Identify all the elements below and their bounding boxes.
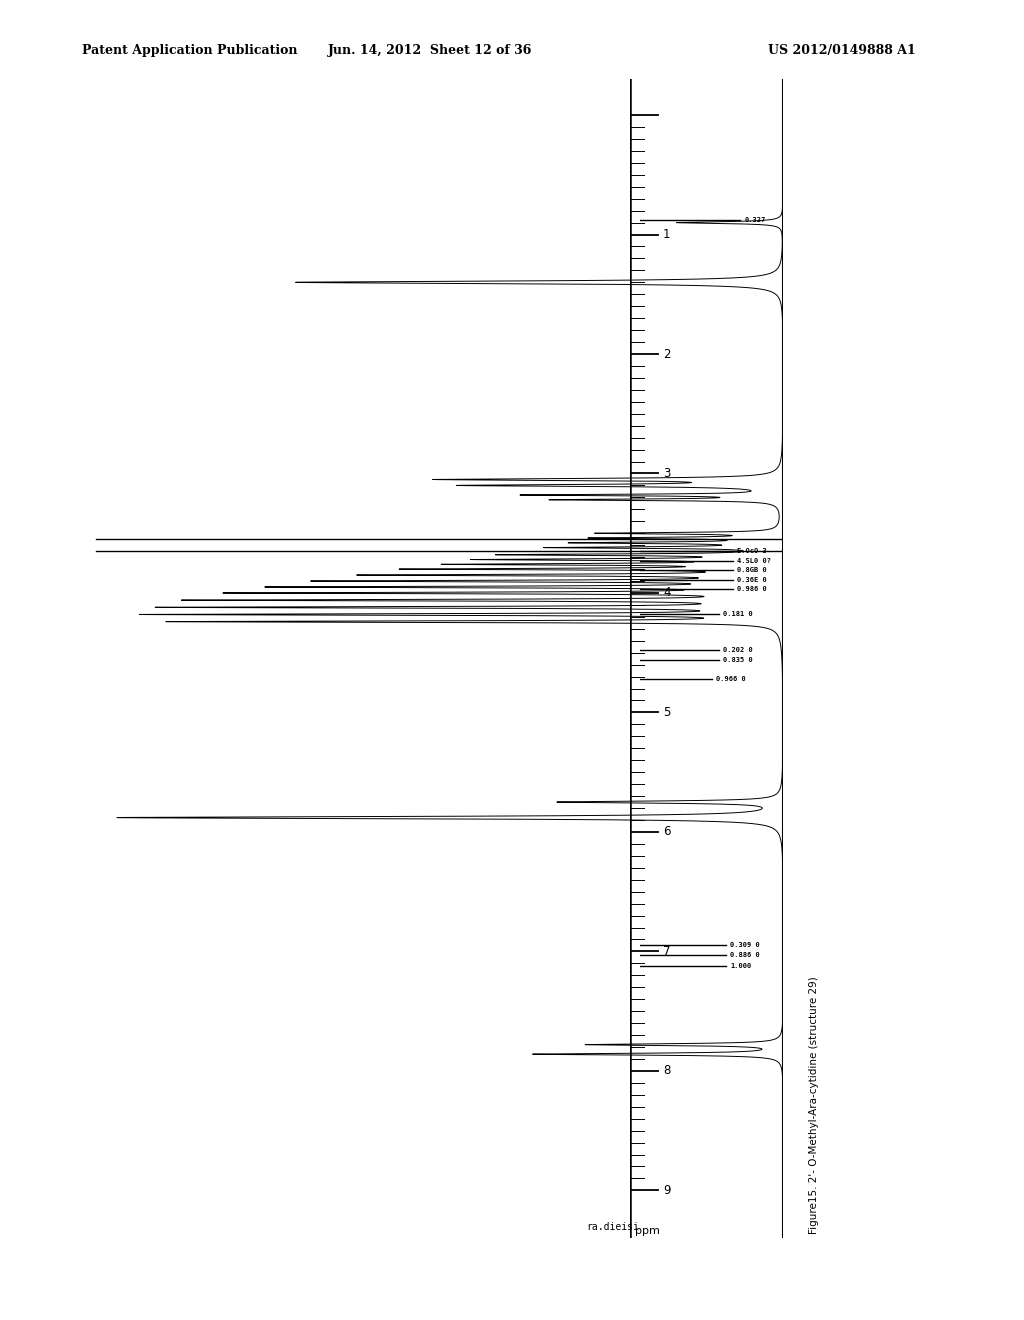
Text: 6: 6 [664,825,671,838]
Text: 4: 4 [664,586,671,599]
Text: 4.SL0 0?: 4.SL0 0? [737,558,771,564]
Text: US 2012/0149888 A1: US 2012/0149888 A1 [768,44,915,57]
Text: E.OcO 3: E.OcO 3 [737,548,767,554]
Text: Jun. 14, 2012  Sheet 12 of 36: Jun. 14, 2012 Sheet 12 of 36 [328,44,532,57]
Text: 0.181 0: 0.181 0 [723,611,753,618]
Text: 7: 7 [664,945,671,958]
Text: 5: 5 [664,706,671,719]
Text: 0.202 0: 0.202 0 [723,647,753,653]
Text: 0.36E 0: 0.36E 0 [737,577,767,583]
Text: 1.000: 1.000 [730,962,752,969]
Text: 0.986 0: 0.986 0 [737,586,767,593]
Text: 0.309 0: 0.309 0 [730,942,760,949]
Text: 2: 2 [664,347,671,360]
Text: 0.886 0: 0.886 0 [730,952,760,958]
Text: 0.8GB 0: 0.8GB 0 [737,568,767,573]
Text: 3: 3 [664,467,671,480]
Text: 9: 9 [664,1184,671,1197]
Text: 0.835 0: 0.835 0 [723,657,753,663]
Text: 8: 8 [664,1064,671,1077]
Text: Figure15. 2'- O-Methyl-Ara-cytidine (structure 29): Figure15. 2'- O-Methyl-Ara-cytidine (str… [809,977,819,1234]
Text: 0.327: 0.327 [744,218,766,223]
Text: 1: 1 [664,228,671,242]
Text: ppm: ppm [635,1226,659,1237]
Text: 0.966 0: 0.966 0 [716,676,745,682]
Text: ra.dieisi: ra.dieisi [586,1221,639,1232]
Text: Patent Application Publication: Patent Application Publication [82,44,297,57]
